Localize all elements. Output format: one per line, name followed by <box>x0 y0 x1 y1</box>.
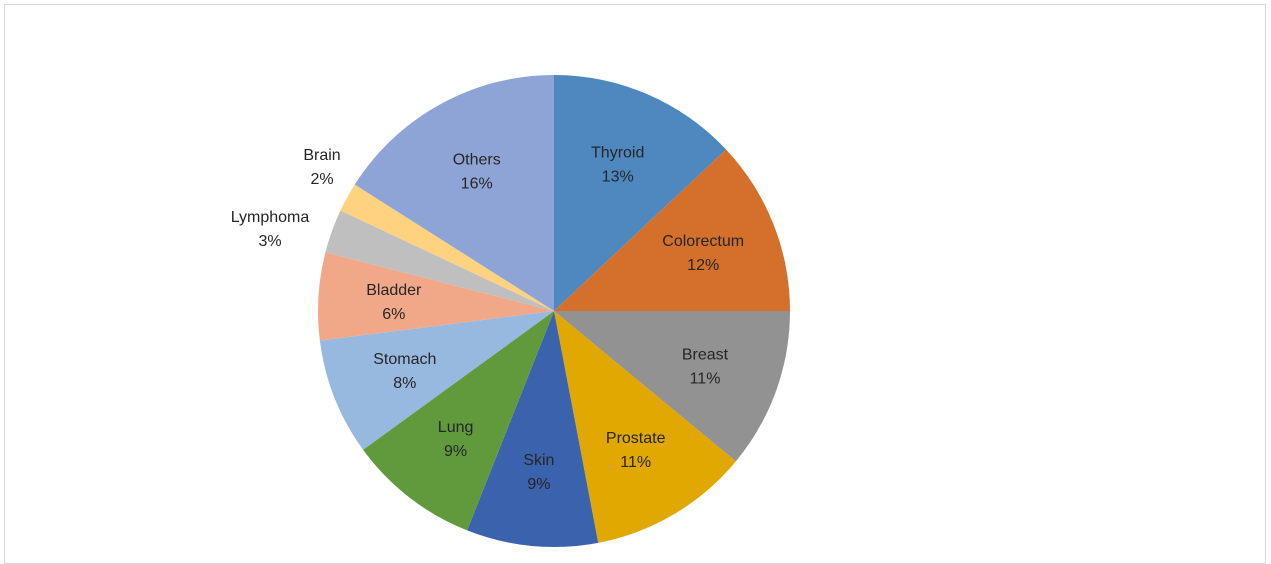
pie-slice-stomach <box>319 311 554 450</box>
slice-percent-label: 11% <box>620 454 651 471</box>
slice-name-label: Lymphoma <box>231 209 310 226</box>
slice-name-label: Breast <box>682 346 729 363</box>
pie-slice-skin <box>467 311 599 548</box>
slice-name-label: Stomach <box>373 351 436 368</box>
slice-percent-label: 2% <box>310 171 333 188</box>
slice-percent-label: 6% <box>382 306 405 323</box>
pie-slice-lung <box>363 311 554 531</box>
pie-slice-prostate <box>554 311 736 543</box>
pie-slice-thyroid <box>554 75 727 311</box>
slice-percent-label: 3% <box>258 233 281 250</box>
slice-percent-label: 9% <box>527 476 550 493</box>
data-label-prostate: Prostate 11% <box>606 430 666 471</box>
slice-percent-label: 13% <box>602 169 634 186</box>
pie-slice-breast <box>554 311 790 462</box>
pie-slices <box>317 74 790 548</box>
pie-slice-lymphoma <box>325 210 554 311</box>
slice-name-label: Lung <box>438 419 474 436</box>
slice-name-label: Skin <box>523 452 554 469</box>
data-label-skin: Skin 9% <box>523 452 554 493</box>
data-label-breast: Breast 11% <box>682 346 729 387</box>
slice-name-label: Others <box>453 151 501 168</box>
pie-labels: Thyroid 13%Colorectum 12%Breast 11%Prostate… <box>231 145 744 493</box>
data-label-brain: Brain 2% <box>303 147 340 188</box>
data-label-colorectum: Colorectum 12% <box>662 233 744 274</box>
data-label-thyroid: Thyroid 13% <box>591 145 644 186</box>
slice-percent-label: 12% <box>687 257 719 274</box>
data-label-stomach: Stomach 8% <box>373 351 436 392</box>
data-label-bladder: Bladder 6% <box>366 282 422 323</box>
data-label-lymphoma: Lymphoma 3% <box>231 209 310 250</box>
slice-name-label: Bladder <box>366 282 422 299</box>
slice-name-label: Thyroid <box>591 145 644 162</box>
slice-percent-label: 8% <box>393 375 416 392</box>
pie-slice-colorectum <box>554 149 790 311</box>
slice-percent-label: 16% <box>461 175 493 192</box>
pie-slice-brain <box>340 184 554 311</box>
pie-slice-others <box>354 74 554 311</box>
pie-slice-bladder <box>317 252 554 341</box>
slice-percent-label: 9% <box>444 443 467 460</box>
pie-chart: Thyroid 13%Colorectum 12%Breast 11%Prostate… <box>231 74 790 548</box>
slice-name-label: Prostate <box>606 430 666 447</box>
data-label-others: Others 16% <box>453 151 501 192</box>
slice-name-label: Colorectum <box>662 233 744 250</box>
slice-percent-label: 11% <box>690 370 721 387</box>
slice-name-label: Brain <box>303 147 340 164</box>
data-label-lung: Lung 9% <box>438 419 474 460</box>
